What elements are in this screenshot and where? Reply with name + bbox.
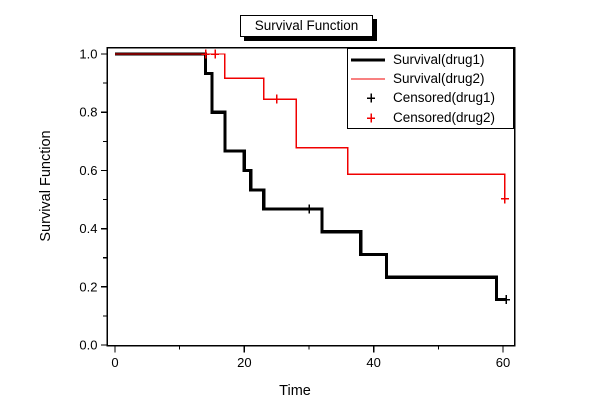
legend-item-label: Survival(drug2): [393, 71, 485, 87]
chart-title-box: Survival Function: [240, 15, 373, 37]
censored-marker-drug2: [201, 49, 210, 59]
survival-curve-drug1: [115, 52, 507, 302]
y-axis-tick-label: 1.0: [79, 47, 97, 62]
censored-marker-drug2: [211, 49, 220, 59]
censored-marker-drug1: [305, 204, 314, 214]
censored-marker-drug1: [502, 295, 511, 305]
x-axis-tick-label: 20: [237, 355, 251, 370]
x-axis-tick-label: 60: [496, 355, 510, 370]
legend-item-label: Censored(drug1): [393, 90, 496, 106]
legend-line-sample: [351, 78, 385, 80]
legend-item-label: Censored(drug2): [393, 109, 496, 125]
x-axis-tick-label: 40: [366, 355, 380, 370]
legend: Survival(drug1) Survival(drug2) Censored(d…: [347, 48, 514, 129]
y-axis-tick-label: 0.0: [79, 338, 97, 353]
legend-item-2: Survival(drug2): [348, 69, 513, 88]
legend-item-3: Censored(drug1): [348, 89, 513, 108]
censored-marker-drug2: [272, 94, 281, 104]
x-axis-tick-label: 0: [111, 355, 118, 370]
x-axis-title: Time: [279, 383, 311, 399]
survival-curve-drug2: [115, 53, 506, 199]
y-axis-tick-label: 0.6: [79, 163, 97, 178]
censored-marker-drug2: [500, 194, 509, 204]
y-axis-tick-label: 0.8: [79, 105, 97, 120]
legend-item-4: Censored(drug2): [348, 108, 513, 127]
y-axis-title: Survival Function: [37, 130, 54, 242]
y-axis-tick-label: 0.2: [79, 279, 97, 294]
legend-plus-icon: [367, 113, 375, 123]
legend-item-label: Survival(drug1): [393, 51, 485, 67]
y-axis-tick-label: 0.4: [79, 221, 97, 236]
legend-item-1: Survival(drug1): [348, 50, 513, 69]
legend-plus-icon: [367, 93, 375, 103]
chart-title: Survival Function: [254, 18, 359, 34]
legend-line-sample: [351, 58, 385, 62]
